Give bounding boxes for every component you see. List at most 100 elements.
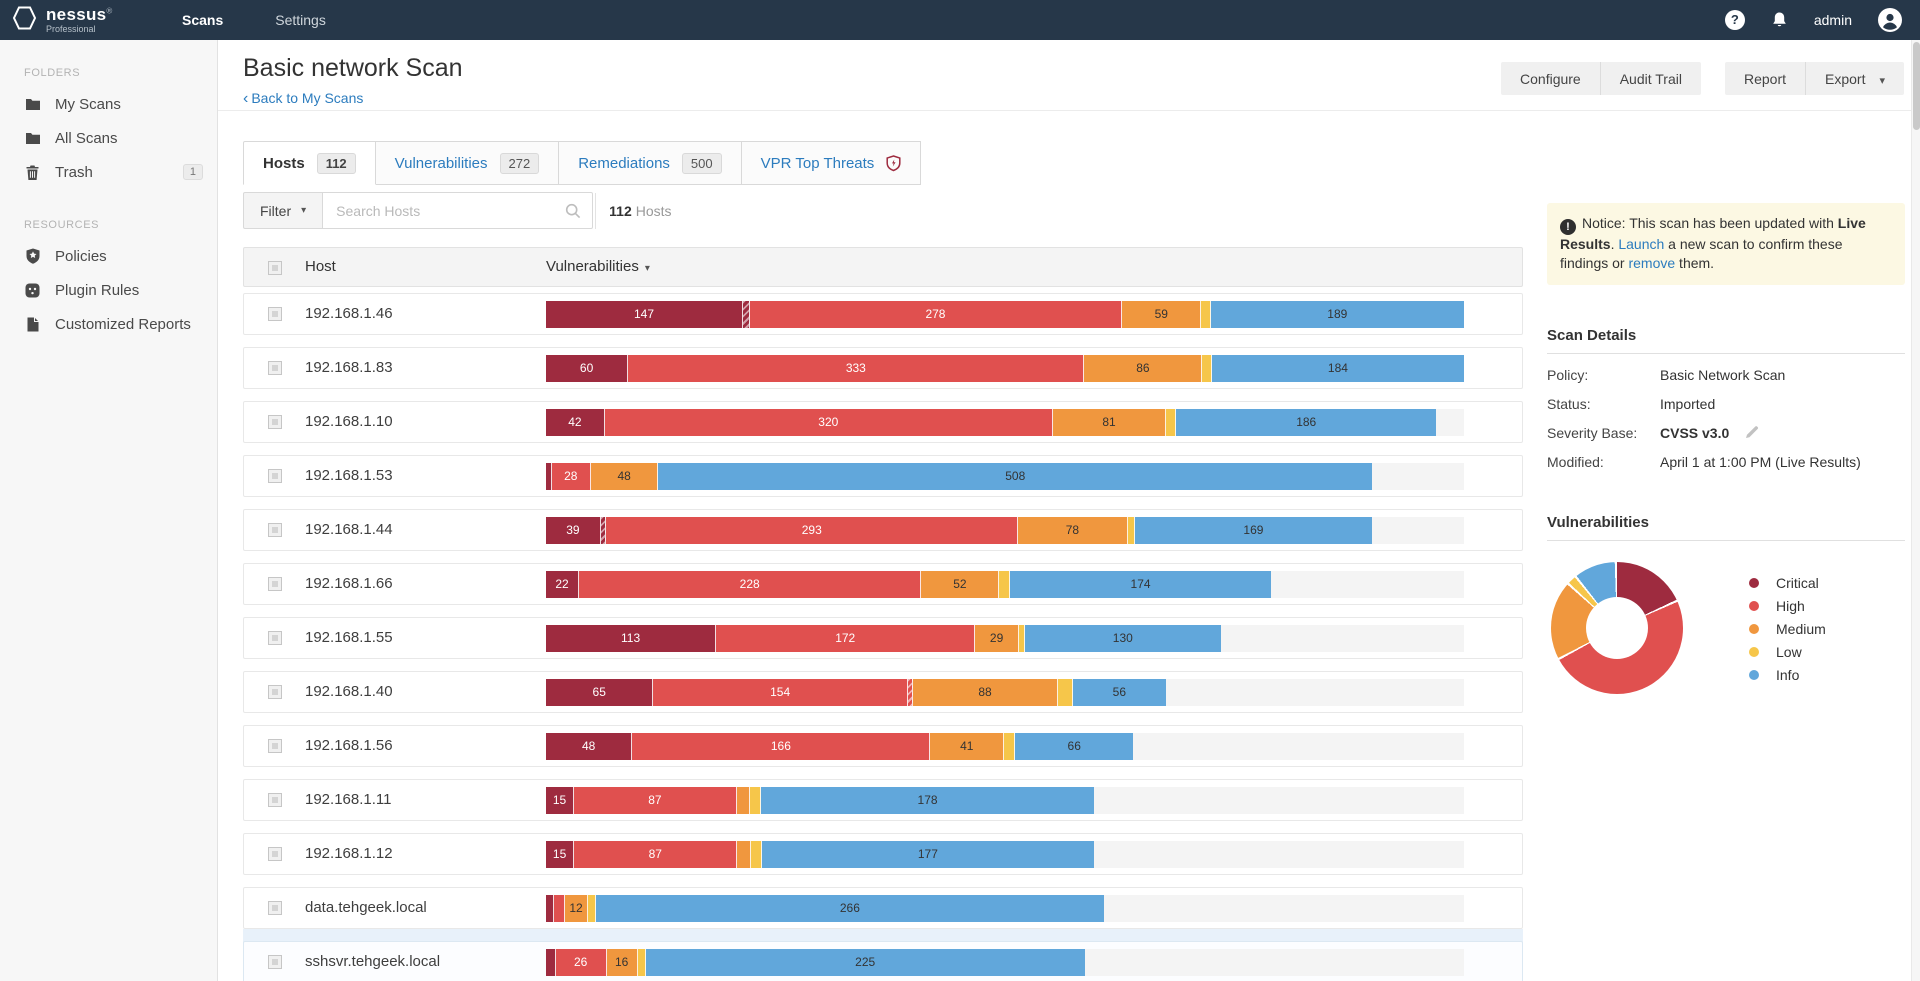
sidebar-item-trash[interactable]: Trash 1 (0, 155, 217, 189)
sidebar-item-plugin-rules[interactable]: Plugin Rules (0, 273, 217, 307)
select-all-checkbox[interactable] (268, 261, 282, 275)
bar-segment-medium: 81 (1052, 409, 1167, 436)
vulnerabilities-bar: 39 293 78 169 (546, 517, 1464, 544)
bar-segment-critical (546, 895, 554, 922)
legend-dot-icon (1749, 623, 1759, 634)
report-button[interactable]: Report (1724, 62, 1805, 95)
bar-segment-low (999, 571, 1010, 598)
row-checkbox[interactable] (268, 901, 282, 915)
table-row[interactable]: 192.168.1.12 15 87 177 (243, 833, 1523, 875)
host-name: 192.168.1.11 (305, 791, 392, 808)
row-checkbox[interactable] (268, 631, 282, 645)
shield-star-icon (24, 248, 41, 264)
tab-vpr-top-threats[interactable]: VPR Top Threats (741, 141, 922, 185)
vulnerabilities-count-badge: 272 (499, 152, 540, 174)
vulnerabilities-bar: 60 333 86 184 (546, 355, 1464, 382)
live-results-notice: ! Notice: This scan has been updated with… (1547, 203, 1905, 285)
bar-segment-high: 26 (555, 949, 607, 976)
sidebar-item-label: All Scans (55, 129, 118, 147)
export-button[interactable]: Export ▾ (1805, 62, 1904, 95)
table-row[interactable]: 192.168.1.83 60 333 86 184 (243, 347, 1523, 389)
sidebar-item-policies[interactable]: Policies (0, 239, 217, 273)
sidebar-item-customized-reports[interactable]: Customized Reports (0, 307, 217, 341)
table-row[interactable]: 192.168.1.53 28 48 508 (243, 455, 1523, 497)
bar-segment-info: 56 (1073, 679, 1166, 706)
notifications-bell-icon[interactable] (1771, 11, 1788, 29)
row-checkbox[interactable] (268, 361, 282, 375)
top-nav: Scans Settings (182, 12, 326, 28)
scrollbar-thumb[interactable] (1913, 42, 1920, 130)
row-checkbox[interactable] (268, 577, 282, 591)
user-name[interactable]: admin (1813, 12, 1852, 28)
bar-segment-medium: 88 (912, 679, 1059, 706)
bar-segment-low (749, 787, 762, 814)
bar-segment-medium: 78 (1018, 517, 1128, 544)
row-checkbox[interactable] (268, 739, 282, 753)
audit-trail-button[interactable]: Audit Trail (1599, 62, 1701, 95)
sidebar-item-label: Trash (55, 163, 93, 181)
legend-dot-icon (1749, 600, 1759, 611)
row-checkbox[interactable] (268, 415, 282, 429)
sidebar-item-all-scans[interactable]: All Scans (0, 121, 217, 155)
remediations-count-badge: 500 (681, 152, 722, 174)
table-row[interactable]: 192.168.1.46 147 278 59 189 (243, 293, 1523, 335)
table-row[interactable]: sshsvr.tehgeek.local 26 16 225 (243, 941, 1523, 981)
bar-segment-info: 186 (1176, 409, 1437, 436)
table-row[interactable]: 192.168.1.44 39 293 78 169 (243, 509, 1523, 551)
bar-segment-high: 172 (716, 625, 976, 652)
row-checkbox[interactable] (268, 847, 282, 861)
table-row[interactable]: 192.168.1.10 42 320 81 186 (243, 401, 1523, 443)
vulnerabilities-bar: 15 87 178 (546, 787, 1464, 814)
sidebar: FOLDERS My Scans All Scans Trash 1 RESOU… (0, 40, 218, 981)
avatar[interactable] (1878, 8, 1902, 32)
table-row[interactable]: 192.168.1.66 22 228 52 174 (243, 563, 1523, 605)
launch-link[interactable]: Launch (1618, 236, 1665, 252)
tab-hosts[interactable]: Hosts 112 (243, 141, 376, 185)
folder-icon (24, 131, 41, 145)
sort-caret-icon: ▾ (644, 263, 650, 274)
search-icon[interactable] (565, 203, 592, 219)
row-checkbox[interactable] (268, 307, 282, 321)
host-name: 192.168.1.46 (305, 305, 393, 322)
row-checkbox[interactable] (268, 523, 282, 537)
sidebar-item-label: Customized Reports (55, 315, 191, 333)
legend-item-info: Info (1749, 663, 1826, 686)
bar-segment-critical (546, 949, 556, 976)
right-panel: ! Notice: This scan has been updated with… (1547, 141, 1905, 981)
hosts-count-badge: 112 (316, 152, 356, 174)
back-to-my-scans-link[interactable]: ‹ Back to My Scans (243, 90, 364, 107)
table-row[interactable]: 192.168.1.40 65 154 88 56 (243, 671, 1523, 713)
row-checkbox[interactable] (268, 955, 282, 969)
tab-remediations[interactable]: Remediations 500 (559, 141, 742, 185)
bar-segment-high: 333 (628, 355, 1085, 382)
sidebar-item-my-scans[interactable]: My Scans (0, 87, 217, 121)
bar-segment-low (1058, 679, 1074, 706)
table-row[interactable]: 192.168.1.11 15 87 178 (243, 779, 1523, 821)
table-row[interactable]: 192.168.1.55 113 172 29 130 (243, 617, 1523, 659)
table-row[interactable]: data.tehgeek.local 12 266 (243, 887, 1523, 929)
sidebar-item-label: Policies (55, 247, 107, 265)
row-checkbox[interactable] (268, 469, 282, 483)
filter-dropdown-button[interactable]: Filter ▾ (243, 192, 324, 229)
help-icon[interactable]: ? (1724, 10, 1745, 30)
nessus-logo[interactable]: nessus® Professional (0, 4, 218, 37)
nav-scans[interactable]: Scans (182, 12, 224, 28)
sidebar-item-label: Plugin Rules (55, 281, 140, 299)
bar-segment-critical: 60 (546, 355, 629, 382)
tab-vulnerabilities[interactable]: Vulnerabilities 272 (375, 141, 560, 185)
bar-segment-info: 66 (1014, 733, 1134, 760)
search-hosts-input[interactable] (323, 202, 566, 219)
nav-settings[interactable]: Settings (275, 12, 326, 28)
edit-severity-pencil-icon[interactable] (1745, 425, 1759, 441)
row-checkbox[interactable] (268, 685, 282, 699)
column-header-vulnerabilities[interactable]: Vulnerabilities ▾ (546, 258, 650, 275)
host-row-outer: 192.168.1.11 15 87 178 (243, 767, 1523, 821)
row-checkbox[interactable] (268, 793, 282, 807)
trash-count-badge: 1 (182, 164, 203, 180)
bar-segment-high: 28 (551, 463, 591, 490)
remove-link[interactable]: remove (1628, 255, 1676, 271)
table-row[interactable]: 192.168.1.56 48 166 41 66 (243, 725, 1523, 767)
host-name: 192.168.1.56 (305, 737, 393, 754)
configure-button[interactable]: Configure (1501, 62, 1600, 95)
bar-segment-low (1202, 355, 1212, 382)
